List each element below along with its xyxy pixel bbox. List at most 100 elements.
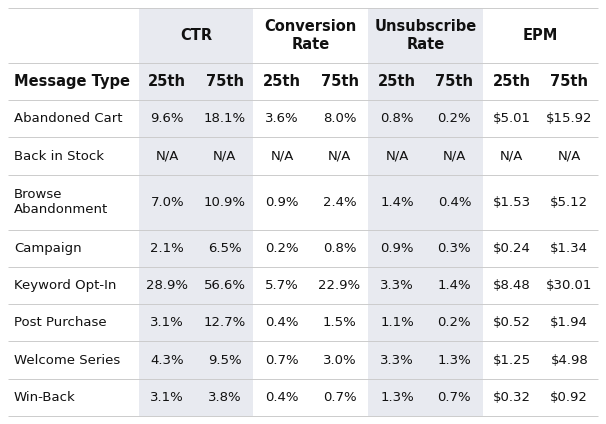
Text: $4.98: $4.98 [550,354,588,367]
Text: 25th: 25th [148,74,186,89]
Text: 0.7%: 0.7% [323,391,356,404]
Text: $1.53: $1.53 [493,196,531,209]
Text: 0.2%: 0.2% [265,242,299,255]
Text: N/A: N/A [213,150,236,163]
Bar [368,341,483,379]
Text: Abandoned Cart: Abandoned Cart [14,112,122,126]
Text: 2.4%: 2.4% [323,196,356,209]
Text: 8.0%: 8.0% [323,112,356,126]
Text: 0.9%: 0.9% [265,196,299,209]
Bar [139,341,253,379]
Text: Post Purchase: Post Purchase [14,316,107,329]
Text: 3.1%: 3.1% [150,391,184,404]
Bar [253,8,368,63]
Text: 4.3%: 4.3% [150,354,184,367]
Text: $1.94: $1.94 [550,316,588,329]
Text: 25th: 25th [493,74,531,89]
Text: 0.2%: 0.2% [438,112,471,126]
Bar [253,304,368,341]
Text: Welcome Series: Welcome Series [14,354,120,367]
Text: CTR: CTR [180,28,212,43]
Text: 3.8%: 3.8% [208,391,242,404]
Bar [253,137,368,175]
Bar [8,230,139,267]
Bar [483,267,598,304]
Bar [368,379,483,416]
Text: 0.7%: 0.7% [265,354,299,367]
Bar [368,230,483,267]
Bar [483,63,598,100]
Bar [8,137,139,175]
Text: 0.4%: 0.4% [265,316,299,329]
Text: 1.5%: 1.5% [322,316,356,329]
Text: 0.4%: 0.4% [265,391,299,404]
Text: 18.1%: 18.1% [204,112,246,126]
Text: 1.4%: 1.4% [380,196,414,209]
Text: $30.01: $30.01 [546,279,593,292]
Bar [8,341,139,379]
Bar [8,175,139,230]
Text: N/A: N/A [385,150,408,163]
Text: $1.25: $1.25 [493,354,531,367]
Bar [139,8,253,63]
Text: N/A: N/A [558,150,581,163]
Text: N/A: N/A [270,150,294,163]
Text: 75th: 75th [550,74,588,89]
Bar [368,137,483,175]
Text: 1.3%: 1.3% [438,354,471,367]
Bar [368,267,483,304]
Text: 0.2%: 0.2% [438,316,471,329]
Bar [368,175,483,230]
Text: $0.52: $0.52 [493,316,531,329]
Bar [483,230,598,267]
Text: 1.4%: 1.4% [438,279,471,292]
Text: 3.1%: 3.1% [150,316,184,329]
Text: N/A: N/A [328,150,351,163]
Bar [8,100,139,137]
Text: Message Type: Message Type [14,74,130,89]
Text: 3.3%: 3.3% [380,279,414,292]
Text: Campaign: Campaign [14,242,82,255]
Text: 28.9%: 28.9% [146,279,188,292]
Bar [8,63,139,100]
Bar [139,137,253,175]
Text: Keyword Opt-In: Keyword Opt-In [14,279,116,292]
Bar [253,341,368,379]
Bar [483,137,598,175]
Bar [483,304,598,341]
Text: 75th: 75th [436,74,473,89]
Text: 56.6%: 56.6% [204,279,245,292]
Bar [139,100,253,137]
Bar [368,100,483,137]
Bar [139,379,253,416]
Bar [253,267,368,304]
Text: 0.8%: 0.8% [323,242,356,255]
Text: 10.9%: 10.9% [204,196,245,209]
Bar [139,304,253,341]
Bar [483,100,598,137]
Text: 3.3%: 3.3% [380,354,414,367]
Text: $1.34: $1.34 [550,242,588,255]
Text: 0.3%: 0.3% [438,242,471,255]
Bar [8,379,139,416]
Bar [139,175,253,230]
Bar [139,267,253,304]
Bar [253,100,368,137]
Bar [253,63,368,100]
Bar [483,379,598,416]
Text: 9.5%: 9.5% [208,354,242,367]
Text: 0.9%: 0.9% [380,242,414,255]
Text: 9.6%: 9.6% [150,112,184,126]
Bar [253,175,368,230]
Bar [253,230,368,267]
Text: Unsubscribe
Rate: Unsubscribe Rate [375,20,477,52]
Text: 22.9%: 22.9% [319,279,361,292]
Text: 0.4%: 0.4% [438,196,471,209]
Bar [253,379,368,416]
Text: EPM: EPM [523,28,558,43]
Text: 2.1%: 2.1% [150,242,184,255]
Text: $0.24: $0.24 [493,242,531,255]
Text: 5.7%: 5.7% [265,279,299,292]
Text: $8.48: $8.48 [493,279,531,292]
Bar [483,341,598,379]
